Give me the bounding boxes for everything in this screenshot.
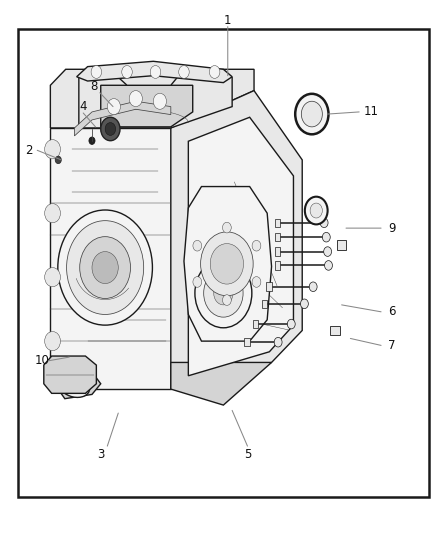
Circle shape [45,332,60,351]
Circle shape [274,337,282,347]
Circle shape [193,240,201,251]
Circle shape [204,269,243,317]
Polygon shape [74,101,171,136]
Circle shape [310,203,322,218]
Circle shape [80,237,131,298]
Circle shape [179,66,189,78]
Circle shape [210,244,244,284]
Text: 9: 9 [388,222,396,235]
Text: 7: 7 [388,339,396,352]
Circle shape [209,66,220,78]
Text: 3: 3 [97,448,104,461]
Circle shape [55,156,61,164]
Text: 10: 10 [34,354,49,367]
Circle shape [300,299,308,309]
Circle shape [324,247,332,256]
Circle shape [325,261,332,270]
Circle shape [153,93,166,109]
Polygon shape [184,187,272,341]
Polygon shape [171,362,272,405]
Circle shape [287,319,295,329]
Text: 6: 6 [388,305,396,318]
Polygon shape [77,61,232,83]
Text: 8: 8 [91,80,98,93]
Circle shape [223,222,231,233]
Circle shape [58,210,152,325]
Circle shape [45,268,60,287]
Bar [337,240,346,250]
Bar [275,219,280,227]
Circle shape [122,66,132,78]
Polygon shape [188,117,293,376]
Circle shape [101,117,120,141]
Circle shape [91,66,102,78]
Polygon shape [171,91,302,389]
Bar [253,320,258,328]
Circle shape [309,282,317,292]
Circle shape [89,137,95,144]
Circle shape [45,140,60,159]
Bar [330,326,340,335]
Circle shape [105,123,116,135]
Circle shape [322,232,330,242]
Text: 2: 2 [25,144,32,157]
Circle shape [305,197,328,224]
Text: 4: 4 [79,100,87,113]
Text: 11: 11 [364,106,379,118]
Circle shape [45,204,60,223]
Bar [262,300,267,308]
Circle shape [201,232,253,296]
Ellipse shape [63,373,84,389]
Circle shape [193,277,201,287]
Ellipse shape [59,375,90,398]
Bar [275,247,280,256]
Bar [275,261,280,270]
Circle shape [252,240,261,251]
Bar [244,338,250,346]
Circle shape [92,252,118,284]
Polygon shape [101,85,193,127]
Polygon shape [50,128,171,389]
Polygon shape [118,69,180,85]
Circle shape [67,221,144,314]
Polygon shape [79,77,232,128]
Polygon shape [44,356,96,393]
Text: 5: 5 [244,448,251,461]
Bar [266,282,272,291]
Polygon shape [57,372,101,399]
Bar [18,29,429,497]
Circle shape [320,218,328,228]
Circle shape [49,369,65,388]
Circle shape [150,66,161,78]
Circle shape [252,277,261,287]
Text: 1: 1 [224,14,232,27]
Circle shape [214,281,233,305]
Bar [275,233,280,241]
Circle shape [129,91,142,107]
Ellipse shape [58,368,89,393]
Circle shape [301,101,322,127]
Circle shape [223,295,231,305]
Circle shape [107,99,120,115]
Circle shape [295,94,328,134]
Polygon shape [50,69,254,128]
Circle shape [195,259,252,328]
